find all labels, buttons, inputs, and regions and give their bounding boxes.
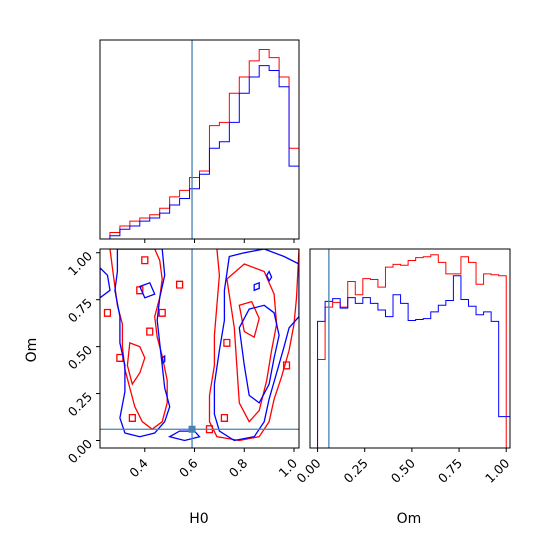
contour-blue-outer-right <box>213 249 299 442</box>
contour-blue-island-1 <box>138 281 156 299</box>
contour-red-island-7 <box>223 338 231 347</box>
x-axis-title-h0: H0 <box>189 511 208 527</box>
frame-hist-h0 <box>99 39 300 240</box>
x-tick-label-h0: 0.8 <box>226 455 251 480</box>
x-tick-label-om: 0.50 <box>388 455 418 485</box>
hist-h0-series-1 <box>100 48 300 240</box>
x-tick-label-om: 0.00 <box>293 455 323 485</box>
contour-blue-bottom <box>167 430 201 442</box>
panel-hist-h0 <box>99 39 300 243</box>
x-axis-title-om: Om <box>397 511 422 527</box>
contour-red-island-10 <box>136 286 144 295</box>
truth-marker <box>188 425 196 433</box>
y-tick-label-om: 0.25 <box>65 389 95 419</box>
frame-hist-om <box>309 248 511 449</box>
contour-red-inner-right <box>226 263 278 423</box>
hist-h0-series-2 <box>100 65 300 240</box>
contour-red-island-6 <box>220 413 229 422</box>
contour-red-island-2 <box>128 413 136 422</box>
contour-blue-left-edge <box>100 266 111 299</box>
contour-red-island-9 <box>146 327 154 336</box>
contour-red-inner-left <box>126 342 146 386</box>
x-tick-label-om: 1.00 <box>482 455 512 485</box>
y-tick-label-om: 0.75 <box>65 295 95 325</box>
contour-blue-island-4 <box>253 281 260 292</box>
contour-red-island-5 <box>205 425 214 434</box>
y-tick-label-om: 0.50 <box>65 342 95 372</box>
contour-blue-island-3 <box>265 270 273 283</box>
contour-red-small-right <box>238 300 260 339</box>
contour-red-island-11 <box>282 361 291 370</box>
y-axis-title-om: Om <box>24 338 40 363</box>
x-tick-label-om: 0.75 <box>435 456 465 486</box>
contour-red-island-1 <box>103 308 112 317</box>
contour-blue-outer-left <box>114 249 171 438</box>
contour-red-outer-right <box>208 249 299 442</box>
hist-om-series-1 <box>310 254 510 449</box>
x-tick-label-h0: 0.6 <box>176 455 201 480</box>
contour-blue-island-2 <box>161 354 166 365</box>
y-tick-label-om: 0.00 <box>65 436 95 466</box>
panel-2d-h0-om: 0.4 0.6 0.8 1.00.000.250.500.751.00 <box>65 248 300 480</box>
contours <box>100 249 299 442</box>
x-tick-label-h0: 0.4 <box>126 455 151 480</box>
x-tick-label-om: 0.25 <box>341 456 371 486</box>
frame-2d <box>99 248 300 449</box>
contour-red-outer-left <box>109 249 168 431</box>
y-tick-label-om: 1.00 <box>65 248 95 278</box>
contour-red-island-4 <box>175 280 184 289</box>
contour-red-island-3 <box>158 308 166 317</box>
contour-blue-inner-right <box>238 304 280 404</box>
contour-red-island-8 <box>116 353 124 362</box>
hist-om-series-2 <box>310 275 511 449</box>
contour-red-island-12 <box>141 256 149 265</box>
panel-hist-om: 0.00 0.25 0.50 0.75 1.00 <box>293 248 512 486</box>
